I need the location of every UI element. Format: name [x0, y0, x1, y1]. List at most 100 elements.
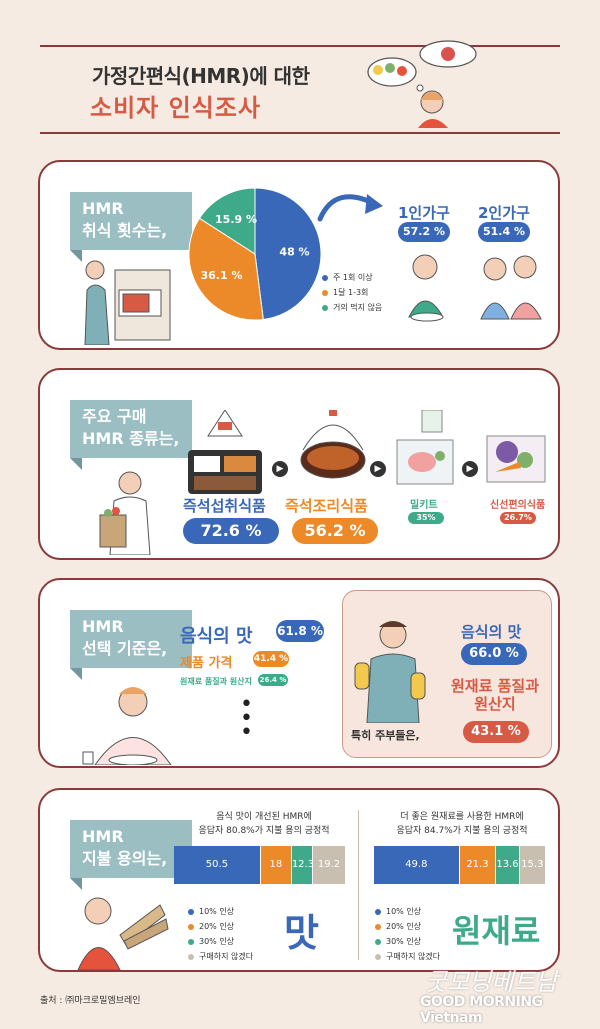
legend-dot — [188, 923, 194, 930]
legend-item: 20% 인상 — [188, 919, 253, 934]
stacked-bar-segment: 21.3 — [459, 846, 497, 884]
left-caption: 음식 맛이 개선된 HMR에 응답자 80.8%가 지불 용의 긍정적 — [174, 810, 354, 838]
pie-legend: 주 1회 이상 1달 1-3회 거의 먹지 않음 — [322, 270, 382, 315]
section-frequency: HMR 취식 횟수는, 48 % 36.1 % 15.9 % 주 1회 이상 1달 … — [38, 160, 560, 350]
criteria-label-1: 음식의 맛 — [180, 626, 253, 647]
legend-dot — [322, 274, 328, 281]
legend-item: 30% 인상 — [188, 934, 253, 949]
legend-dot — [188, 938, 194, 945]
watermark-english: GOOD MORNING Vietnam — [420, 994, 543, 1026]
type-value-1: 72.6 % — [183, 518, 279, 544]
legend-item: 10% 인상 — [375, 904, 440, 919]
right-legend: 10% 인상 20% 인상 30% 인상 구매하지 않겠다 — [375, 904, 440, 964]
housewife-illustration — [354, 621, 426, 723]
legend-item: 주 1회 이상 — [322, 270, 382, 285]
section-types: 주요 구매 HMR 종류는, ▶ ▶ ▶ 즉석섭취식품 72.6 % 즉석조리식… — [38, 368, 560, 560]
right-caption-line1: 더 좋은 원재료를 사용한 HMR에 — [400, 812, 524, 822]
stacked-bar-segment: 50.5 — [174, 846, 261, 884]
legend-item: 20% 인상 — [375, 919, 440, 934]
left-legend: 10% 인상 20% 인상 30% 인상 구매하지 않겠다 — [188, 904, 253, 964]
legend-dot — [375, 953, 381, 960]
legend-dot — [375, 923, 381, 930]
right-caption-line2: 응답자 84.7%가 지불 용의 긍정적 — [396, 826, 528, 836]
curved-arrow-icon — [317, 194, 383, 222]
hw-taste-value: 66.0 % — [461, 643, 527, 665]
hw-taste-label: 음식의 맛 — [461, 623, 522, 641]
title-line1: 가정간편식(HMR)에 대한 — [92, 64, 310, 88]
top-rule — [40, 45, 560, 47]
type-label-3: 밀키트 — [410, 500, 438, 511]
legend-item: 거의 먹지 않음 — [322, 300, 382, 315]
legend-dot — [322, 304, 328, 311]
pie-slice-label: 36.1 % — [200, 269, 242, 282]
taste-big-label: 맛 — [284, 911, 319, 955]
legend-item: 구매하지 않겠다 — [375, 949, 440, 964]
stacked-bar-segment: 19.2 — [312, 846, 346, 884]
double-household-value: 51.4 % — [478, 222, 530, 242]
section-tag: HMR 취식 횟수는, — [70, 192, 192, 262]
section-willingness: HMR 지불 용의는, 음식 맛이 개선된 HMR에 응답자 80.8%가 지불… — [38, 788, 560, 972]
single-household-label: 1인가구 — [398, 204, 450, 222]
hw-quality-value: 43.1 % — [463, 721, 529, 743]
stacked-bar-taste: 50.5 18 12.3 19.2 — [174, 846, 346, 884]
fresh-food-illustration — [486, 435, 546, 483]
stacked-bar-segment: 12.3 — [291, 846, 314, 884]
chevron-right-icon: ▶ — [272, 461, 288, 477]
type-value-2: 56.2 % — [292, 518, 378, 544]
stacked-bar-segment: 49.8 — [374, 846, 460, 884]
pie-slice — [198, 187, 256, 255]
chevron-right-icon: ▶ — [462, 461, 478, 477]
legend-dot — [188, 908, 194, 915]
legend-dot — [375, 938, 381, 945]
criteria-value-1: 61.8 % — [276, 620, 324, 642]
money-woman-illustration — [77, 897, 169, 970]
type-label-2: 즉석조리식품 — [285, 497, 368, 515]
left-caption-line2: 응답자 80.8%가 지불 용의 긍정적 — [198, 826, 330, 836]
stacked-bar-ingredient: 49.8 21.3 13.6 15.3 — [374, 846, 546, 884]
legend-item: 1달 1-3회 — [322, 285, 382, 300]
type-value-3: 35% — [408, 512, 444, 524]
housewife-panel: 특히 주부들은, 음식의 맛 66.0 % 원재료 품질과 원산지 43.1 % — [342, 590, 552, 758]
section-tag: HMR 선택 기준은, — [70, 610, 192, 680]
lunchbox-illustration — [188, 410, 262, 494]
criteria-label-3: 원재료 품질과 원산지 — [180, 677, 252, 686]
chevron-right-icon: ▶ — [370, 461, 386, 477]
stacked-bar-segment: 18 — [260, 846, 292, 884]
legend-item: 구매하지 않겠다 — [188, 949, 253, 964]
criteria-value-2: 41.4 % — [253, 651, 289, 667]
pie-slice — [254, 187, 322, 321]
legend-dot — [375, 908, 381, 915]
title-line2: 소비자 인식조사 — [90, 94, 261, 122]
noodle-bowl-illustration — [300, 410, 366, 479]
section-criteria: HMR 선택 기준은, 음식의 맛 61.8 % 제품 가격 41.4 % 원재… — [38, 578, 560, 768]
criteria-label-2: 제품 가격 — [180, 656, 233, 671]
ellipsis-dots: • • • — [240, 692, 253, 745]
stacked-bar-segment: 15.3 — [519, 846, 546, 884]
shopping-woman-illustration — [99, 471, 151, 555]
type-label-4: 신선편의식품 — [490, 500, 546, 511]
type-value-4: 26.7% — [500, 512, 536, 524]
housewife-label: 특히 주부들은, — [351, 729, 420, 742]
legend-dot — [188, 953, 194, 960]
section-tag: 주요 구매 HMR 종류는, — [70, 400, 192, 470]
pie-slice — [188, 217, 264, 321]
eating-people-illustration — [408, 254, 542, 322]
stacked-bar-segment: 13.6 — [496, 846, 520, 884]
legend-dot — [322, 289, 328, 296]
source-note: 출처 : ㈜마크로밀엠브레인 — [40, 996, 141, 1006]
watermark-korean: 굿모닝베트남 — [425, 968, 558, 996]
mealkit-illustration — [396, 410, 454, 485]
double-household-label: 2인가구 — [478, 204, 530, 222]
criteria-value-3: 26.4 % — [258, 674, 288, 686]
pie-slice-label: 48 % — [279, 246, 309, 259]
type-label-1: 즉석섭취식품 — [183, 497, 266, 515]
pie-slice-label: 15.9 % — [215, 213, 257, 226]
legend-item: 10% 인상 — [188, 904, 253, 919]
hw-quality-label: 원재료 품질과 원산지 — [450, 677, 540, 713]
legend-item: 30% 인상 — [375, 934, 440, 949]
frequency-pie: 48 % 36.1 % 15.9 % — [188, 187, 322, 321]
header-rule — [40, 132, 560, 134]
single-household-value: 57.2 % — [398, 222, 450, 242]
thinking-woman-illustration — [367, 40, 477, 128]
left-caption-line1: 음식 맛이 개선된 HMR에 — [216, 812, 312, 822]
